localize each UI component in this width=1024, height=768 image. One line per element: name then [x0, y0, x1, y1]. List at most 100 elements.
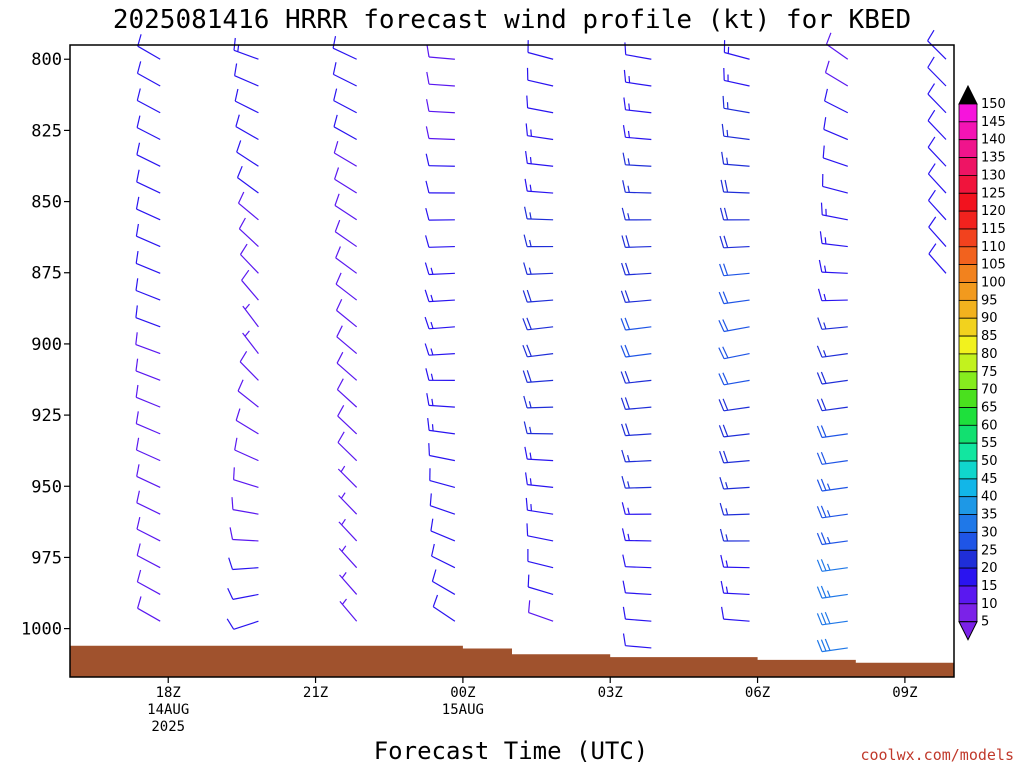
wind-barb: [820, 202, 848, 221]
barb-feather: [820, 585, 827, 598]
wind-barb: [524, 178, 554, 194]
barb-feather: [820, 639, 827, 652]
wind-barb: [233, 467, 259, 488]
barb-staff: [428, 404, 455, 408]
barb-staff: [821, 593, 848, 599]
wind-barb: [429, 468, 456, 488]
wind-barb: [424, 289, 455, 303]
wind-barb: [522, 344, 554, 358]
barb-feather: [722, 346, 729, 359]
barb-staff: [821, 540, 848, 546]
barb-staff: [927, 40, 947, 60]
barb-feather: [431, 569, 437, 582]
barb-staff: [625, 566, 652, 569]
barb-feather: [927, 83, 936, 95]
barb-feather: [526, 344, 532, 357]
wind-barb: [719, 235, 750, 249]
barb-staff: [336, 336, 358, 355]
barb-staff: [432, 606, 456, 622]
wind-barb: [237, 191, 259, 221]
barb-staff: [821, 620, 848, 626]
wind-barb: [336, 325, 358, 355]
surface-terrain: [70, 645, 954, 677]
y-tick-label: 1000: [21, 620, 62, 640]
wind-barb: [718, 372, 750, 386]
wind-barb: [430, 518, 456, 542]
barb-staff: [821, 326, 848, 330]
barb-staff: [823, 128, 849, 141]
barb-half-feather: [529, 184, 532, 192]
barb-staff: [723, 486, 750, 490]
wind-barb: [622, 633, 652, 649]
wind-barb: [231, 497, 259, 515]
barb-staff: [625, 299, 652, 303]
colorbar-segment: [958, 246, 978, 266]
wind-barb: [927, 56, 947, 87]
barb-staff: [428, 352, 455, 356]
wind-barb: [242, 330, 259, 354]
barb-feather: [136, 569, 142, 583]
barb-half-feather: [431, 398, 434, 406]
barb-staff: [135, 344, 161, 355]
wind-barb: [522, 289, 554, 303]
barb-feather: [425, 153, 430, 166]
colorbar-label: 100: [981, 276, 1006, 291]
wind-barb: [527, 574, 554, 596]
colorbar-segment: [958, 532, 978, 551]
wind-barb: [816, 559, 848, 572]
barb-half-feather: [341, 545, 347, 552]
barb-staff: [625, 592, 652, 596]
y-tick-label: 950: [31, 477, 62, 497]
barb-feather: [718, 425, 725, 438]
colorbar-segment: [958, 139, 978, 158]
barb-feather: [825, 32, 832, 45]
barb-feather: [720, 580, 725, 594]
colorbar-segment: [958, 549, 978, 569]
barb-feather: [333, 88, 338, 101]
barb-feather: [824, 611, 831, 624]
barb-staff: [339, 574, 358, 595]
barb-feather: [724, 179, 729, 193]
barb-feather: [522, 318, 528, 331]
barb-feather: [719, 207, 725, 221]
wind-barb: [428, 443, 456, 462]
wind-barb: [235, 114, 259, 141]
wind-barb: [723, 67, 750, 87]
barb-staff: [723, 406, 750, 412]
barb-staff: [241, 279, 259, 301]
y-tick-label: 925: [31, 406, 62, 426]
wind-barb: [927, 109, 947, 140]
barb-feather: [228, 557, 234, 570]
wind-barb: [719, 477, 750, 490]
colorbar-segment: [958, 228, 978, 248]
barb-staff: [428, 83, 455, 87]
barb-feather: [229, 527, 234, 540]
barb-feather: [927, 56, 935, 68]
barb-staff: [334, 178, 357, 194]
barb-feather: [622, 554, 626, 567]
barb-staff: [136, 528, 161, 542]
wind-barb: [621, 528, 652, 542]
barb-feather: [136, 543, 141, 556]
barb-feather: [820, 451, 827, 464]
barb-feather: [624, 370, 631, 384]
barb-feather: [820, 612, 827, 625]
barb-staff: [528, 586, 554, 596]
barb-staff: [136, 181, 161, 194]
wind-barb: [136, 516, 161, 542]
wind-barb: [526, 95, 554, 114]
wind-barb: [522, 317, 554, 331]
barb-feather: [135, 196, 140, 210]
barb-staff: [723, 433, 750, 438]
barb-feather: [526, 370, 532, 383]
barb-staff: [333, 152, 357, 167]
wind-barb: [927, 83, 947, 114]
barb-feather: [719, 235, 725, 248]
barb-staff: [239, 361, 259, 381]
wind-barb: [333, 141, 357, 167]
wind-barb: [721, 123, 750, 141]
barb-staff: [723, 513, 750, 516]
wind-barb: [621, 449, 652, 463]
colorbar-label: 25: [981, 543, 998, 558]
wind-barb: [621, 423, 652, 437]
